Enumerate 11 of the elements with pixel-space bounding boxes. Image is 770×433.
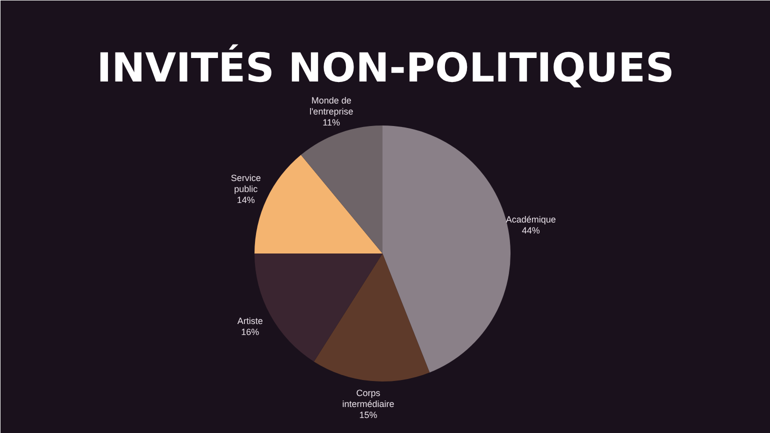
data-label: 14% <box>236 195 255 206</box>
data-label: 16% <box>241 326 260 337</box>
data-label: 11% <box>322 117 340 128</box>
data-label: 15% <box>359 410 378 420</box>
slice-label: Corps intermédiaire <box>342 388 394 409</box>
chart-title: INVITÉS NON-POLITIQUES <box>96 44 674 92</box>
slice-label: Service public <box>230 173 261 194</box>
slice-label: Monde de l'entreprise <box>309 95 354 116</box>
data-label: 44% <box>522 226 540 236</box>
slice-label: Artiste <box>237 316 263 326</box>
slice-label: Académique <box>506 214 556 225</box>
